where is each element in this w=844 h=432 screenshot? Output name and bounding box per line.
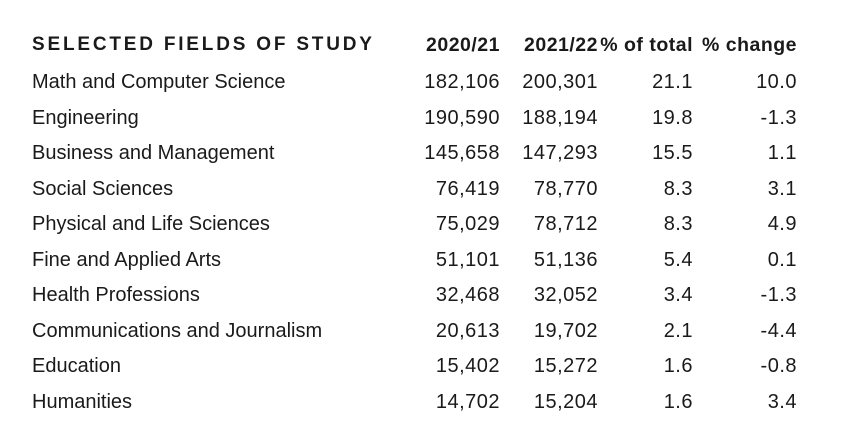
pct-change: -1.3 xyxy=(760,284,797,307)
table-title: SELECTED FIELDS OF STUDY xyxy=(32,34,375,55)
table-row: Social Sciences 76,419 78,770 8.3 3.1 xyxy=(32,172,797,208)
pct-of-total: 15.5 xyxy=(652,142,693,165)
value-2020-21: 14,702 xyxy=(435,390,500,413)
field-name: Engineering xyxy=(32,106,139,129)
column-header-pct-of-total: % of total xyxy=(600,33,693,56)
value-2021-22: 78,712 xyxy=(533,213,598,236)
value-2021-22: 19,702 xyxy=(533,319,598,342)
field-name: Physical and Life Sciences xyxy=(32,213,270,236)
value-2020-21: 76,419 xyxy=(435,177,500,200)
pct-of-total: 21.1 xyxy=(652,71,693,94)
value-2020-21: 32,468 xyxy=(435,284,500,307)
pct-change: 1.1 xyxy=(767,142,797,165)
pct-of-total: 19.8 xyxy=(652,106,693,129)
value-2021-22: 32,052 xyxy=(533,284,598,307)
pct-change: 4.9 xyxy=(767,213,797,236)
column-header-pct-change: % change xyxy=(701,33,797,56)
value-2021-22: 147,293 xyxy=(522,142,598,165)
fields-of-study-table: SELECTED FIELDS OF STUDY 2020/21 2021/22… xyxy=(32,25,797,420)
pct-of-total: 5.4 xyxy=(663,248,693,271)
pct-of-total: 1.6 xyxy=(663,390,693,413)
value-2020-21: 20,613 xyxy=(435,319,500,342)
table-row: Communications and Journalism 20,613 19,… xyxy=(32,314,797,350)
pct-of-total: 8.3 xyxy=(663,177,693,200)
table-row: Math and Computer Science 182,106 200,30… xyxy=(32,65,797,101)
field-name: Fine and Applied Arts xyxy=(32,248,222,271)
pct-change: 0.1 xyxy=(767,248,797,271)
pct-of-total: 2.1 xyxy=(663,319,693,342)
value-2020-21: 75,029 xyxy=(435,213,500,236)
value-2021-22: 78,770 xyxy=(533,177,598,200)
value-2020-21: 51,101 xyxy=(435,248,500,271)
pct-change: 10.0 xyxy=(756,71,797,94)
value-2021-22: 51,136 xyxy=(533,248,598,271)
pct-change: 3.1 xyxy=(767,177,797,200)
value-2021-22: 15,272 xyxy=(533,355,598,378)
pct-of-total: 8.3 xyxy=(663,213,693,236)
pct-change: -0.8 xyxy=(760,355,797,378)
table-row: Fine and Applied Arts 51,101 51,136 5.4 … xyxy=(32,243,797,279)
value-2020-21: 15,402 xyxy=(435,355,500,378)
field-name: Humanities xyxy=(32,390,133,413)
value-2020-21: 145,658 xyxy=(424,142,500,165)
table-row: Business and Management 145,658 147,293 … xyxy=(32,136,797,172)
field-name: Social Sciences xyxy=(32,177,174,200)
field-name: Business and Management xyxy=(32,142,275,165)
field-name: Math and Computer Science xyxy=(32,71,286,94)
field-name: Communications and Journalism xyxy=(32,319,323,342)
column-header-2020-21: 2020/21 xyxy=(426,33,500,56)
value-2020-21: 182,106 xyxy=(424,71,500,94)
table-row: Humanities 14,702 15,204 1.6 3.4 xyxy=(32,385,797,421)
pct-of-total: 3.4 xyxy=(663,284,693,307)
value-2021-22: 188,194 xyxy=(522,106,598,129)
table-row: Education 15,402 15,272 1.6 -0.8 xyxy=(32,349,797,385)
pct-of-total: 1.6 xyxy=(663,355,693,378)
pct-change: -4.4 xyxy=(760,319,797,342)
field-name: Health Professions xyxy=(32,284,200,307)
table-row: Physical and Life Sciences 75,029 78,712… xyxy=(32,207,797,243)
header-row: SELECTED FIELDS OF STUDY 2020/21 2021/22… xyxy=(32,25,797,65)
pct-change: -1.3 xyxy=(760,106,797,129)
pct-change: 3.4 xyxy=(767,390,797,413)
table-row: Engineering 190,590 188,194 19.8 -1.3 xyxy=(32,101,797,137)
field-name: Education xyxy=(32,355,121,378)
table-row: Health Professions 32,468 32,052 3.4 -1.… xyxy=(32,278,797,314)
column-header-2021-22: 2021/22 xyxy=(524,33,598,56)
value-2021-22: 15,204 xyxy=(533,390,598,413)
value-2021-22: 200,301 xyxy=(522,71,598,94)
value-2020-21: 190,590 xyxy=(424,106,500,129)
